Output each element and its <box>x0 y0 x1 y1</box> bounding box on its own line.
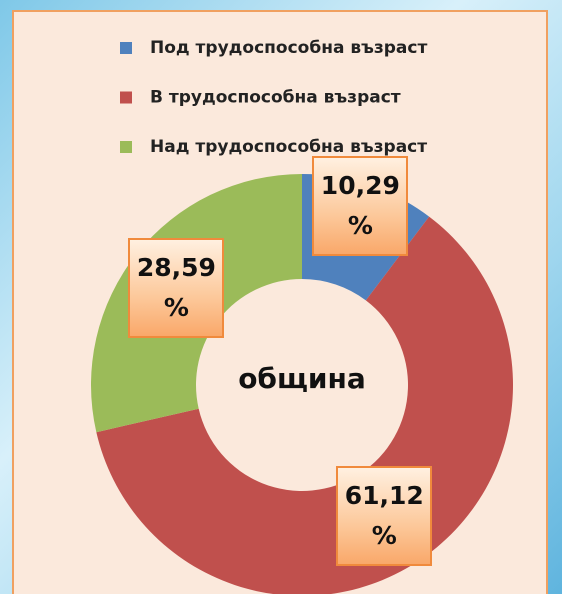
center-label: община <box>238 362 366 395</box>
legend-label: В трудоспособна възраст <box>150 88 401 108</box>
legend-label: Под трудоспособна възраст <box>150 38 427 58</box>
value-label: 10,29 % <box>312 155 409 256</box>
value-label: 61,12 % <box>336 466 433 567</box>
legend-swatch <box>120 141 132 153</box>
legend-swatch <box>120 42 132 54</box>
value-label: 28,59 % <box>128 237 225 338</box>
legend-swatch <box>120 91 132 104</box>
legend-label: Над трудоспособна възраст <box>150 137 427 157</box>
